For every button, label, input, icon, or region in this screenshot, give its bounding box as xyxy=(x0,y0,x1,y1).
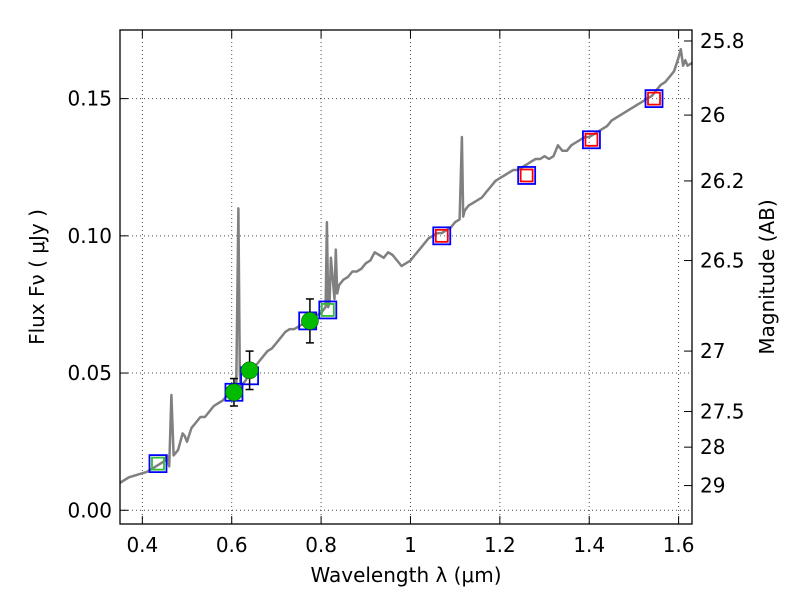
photometry-square-marker xyxy=(318,300,338,320)
y2-tick-label: 26.2 xyxy=(700,169,745,193)
x-tick-label: 1.2 xyxy=(484,533,516,557)
x-tick-label: 0.8 xyxy=(305,533,337,557)
y2-tick-labels: 25.8 26 26.2 26.5 27 27.5 28 29 xyxy=(700,29,745,498)
photometry-square-marker xyxy=(434,228,449,243)
photometry-square-marker xyxy=(517,166,537,185)
plot-area xyxy=(119,47,693,484)
y-tick-label: 0.05 xyxy=(67,361,112,385)
y2-axis-title: Magnitude (AB) xyxy=(755,199,779,354)
spectrum-line xyxy=(119,47,693,484)
grism-data-point xyxy=(301,312,319,330)
y2-tick-label: 27 xyxy=(700,339,725,363)
y-tick-labels: 0.00 0.05 0.10 0.15 xyxy=(67,87,112,523)
y-tick-label: 0.00 xyxy=(67,498,112,522)
x-tick-label: 1 xyxy=(404,533,417,557)
y-tick-label: 0.10 xyxy=(67,224,112,248)
photometry-square-marker xyxy=(582,130,601,150)
y-tick-label: 0.15 xyxy=(67,87,112,111)
y2-tick-label: 28 xyxy=(700,435,725,459)
x-tick-label: 1.4 xyxy=(573,533,605,557)
y2-tick-label: 26.5 xyxy=(700,249,745,273)
photometry-square-marker xyxy=(148,454,168,474)
x-axis-title: Wavelength λ (μm) xyxy=(310,563,501,587)
y2-tick-label: 27.5 xyxy=(700,399,745,423)
grid-lines xyxy=(120,30,692,524)
y-axis-title: Flux Fν ( μJy ) xyxy=(25,209,49,345)
photometry-square-marker xyxy=(644,89,664,109)
x-tick-label: 1.6 xyxy=(663,533,695,557)
photometry-square-marker xyxy=(519,168,534,183)
y2-tick-label: 29 xyxy=(700,474,725,498)
x-tick-labels: 0.4 0.6 0.8 1 1.2 1.4 1.6 xyxy=(126,533,694,557)
photometry-square-marker xyxy=(584,132,599,147)
photometry-square-marker xyxy=(647,91,661,106)
y2-tick-label: 26 xyxy=(700,103,725,127)
photometry-square-marker xyxy=(432,226,452,246)
tick-marks xyxy=(120,30,692,524)
grism-data-point xyxy=(240,361,259,380)
plot-frame xyxy=(119,29,693,525)
x-tick-label: 0.4 xyxy=(126,533,158,557)
photometry-square-marker xyxy=(320,303,335,317)
y2-tick-label: 25.8 xyxy=(700,29,745,53)
photometry-square-marker xyxy=(151,456,165,471)
x-tick-label: 0.6 xyxy=(216,533,248,557)
grism-data-point xyxy=(225,383,243,402)
